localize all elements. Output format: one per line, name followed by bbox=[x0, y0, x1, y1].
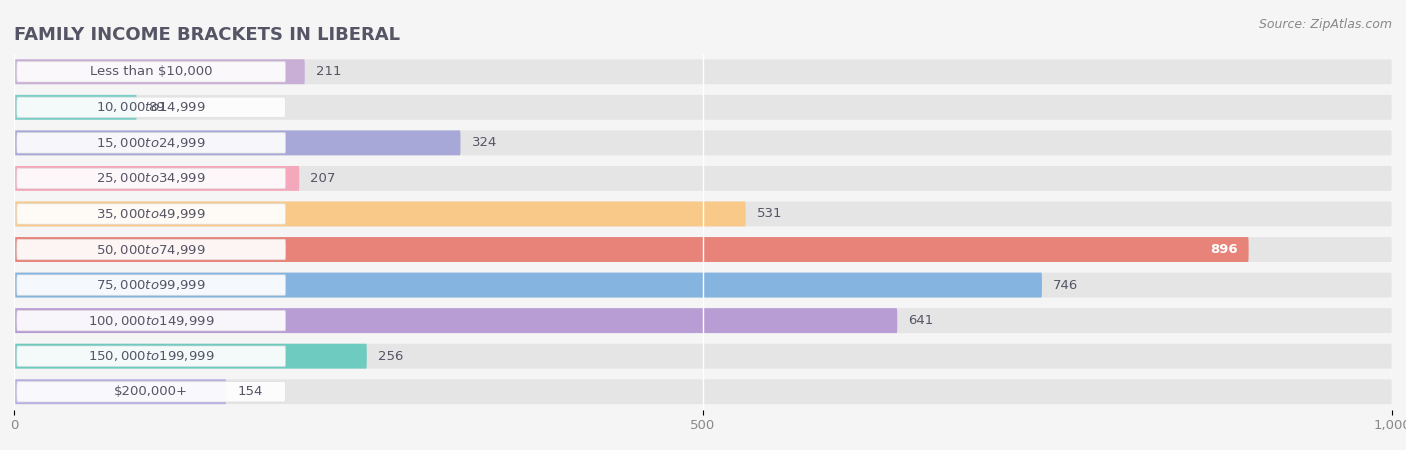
Text: $75,000 to $99,999: $75,000 to $99,999 bbox=[97, 278, 207, 292]
FancyBboxPatch shape bbox=[14, 59, 1392, 84]
FancyBboxPatch shape bbox=[14, 166, 1392, 191]
Text: $15,000 to $24,999: $15,000 to $24,999 bbox=[97, 136, 207, 150]
FancyBboxPatch shape bbox=[17, 97, 285, 117]
FancyBboxPatch shape bbox=[17, 310, 285, 331]
Text: 531: 531 bbox=[756, 207, 782, 220]
FancyBboxPatch shape bbox=[17, 133, 285, 153]
Text: Source: ZipAtlas.com: Source: ZipAtlas.com bbox=[1258, 18, 1392, 31]
FancyBboxPatch shape bbox=[17, 275, 285, 295]
Text: $100,000 to $149,999: $100,000 to $149,999 bbox=[89, 314, 215, 328]
Text: $10,000 to $14,999: $10,000 to $14,999 bbox=[97, 100, 207, 114]
FancyBboxPatch shape bbox=[14, 95, 136, 120]
Text: 211: 211 bbox=[316, 65, 342, 78]
FancyBboxPatch shape bbox=[14, 130, 461, 155]
FancyBboxPatch shape bbox=[14, 95, 1392, 120]
FancyBboxPatch shape bbox=[14, 130, 1392, 155]
FancyBboxPatch shape bbox=[14, 59, 305, 84]
Text: $150,000 to $199,999: $150,000 to $199,999 bbox=[89, 349, 215, 363]
FancyBboxPatch shape bbox=[14, 202, 745, 226]
Text: 207: 207 bbox=[311, 172, 336, 185]
Text: $35,000 to $49,999: $35,000 to $49,999 bbox=[97, 207, 207, 221]
Text: 641: 641 bbox=[908, 314, 934, 327]
Text: $200,000+: $200,000+ bbox=[114, 385, 188, 398]
FancyBboxPatch shape bbox=[14, 308, 897, 333]
FancyBboxPatch shape bbox=[14, 344, 367, 369]
FancyBboxPatch shape bbox=[14, 237, 1249, 262]
FancyBboxPatch shape bbox=[14, 379, 226, 404]
FancyBboxPatch shape bbox=[14, 237, 1392, 262]
FancyBboxPatch shape bbox=[14, 273, 1392, 297]
FancyBboxPatch shape bbox=[14, 379, 1392, 404]
Text: 89: 89 bbox=[148, 101, 165, 114]
FancyBboxPatch shape bbox=[14, 273, 1042, 297]
FancyBboxPatch shape bbox=[14, 166, 299, 191]
Text: 256: 256 bbox=[378, 350, 404, 363]
Text: $50,000 to $74,999: $50,000 to $74,999 bbox=[97, 243, 207, 256]
Text: 896: 896 bbox=[1211, 243, 1237, 256]
Text: 746: 746 bbox=[1053, 279, 1078, 292]
FancyBboxPatch shape bbox=[14, 308, 1392, 333]
FancyBboxPatch shape bbox=[14, 344, 1392, 369]
Text: $25,000 to $34,999: $25,000 to $34,999 bbox=[97, 171, 207, 185]
Text: 154: 154 bbox=[238, 385, 263, 398]
FancyBboxPatch shape bbox=[17, 382, 285, 402]
FancyBboxPatch shape bbox=[17, 346, 285, 366]
FancyBboxPatch shape bbox=[17, 204, 285, 224]
Text: FAMILY INCOME BRACKETS IN LIBERAL: FAMILY INCOME BRACKETS IN LIBERAL bbox=[14, 26, 401, 44]
Text: Less than $10,000: Less than $10,000 bbox=[90, 65, 212, 78]
FancyBboxPatch shape bbox=[17, 239, 285, 260]
FancyBboxPatch shape bbox=[14, 202, 1392, 226]
Text: 324: 324 bbox=[471, 136, 496, 149]
FancyBboxPatch shape bbox=[17, 62, 285, 82]
FancyBboxPatch shape bbox=[17, 168, 285, 189]
